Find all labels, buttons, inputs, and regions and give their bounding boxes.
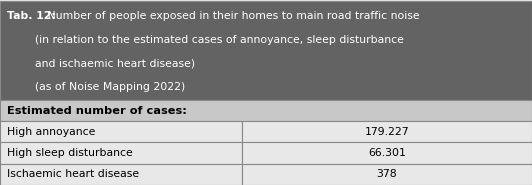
Bar — [0, 164, 242, 185]
Text: Ischaemic heart disease: Ischaemic heart disease — [7, 169, 139, 179]
Text: (in relation to the estimated cases of annoyance, sleep disturbance: (in relation to the estimated cases of a… — [7, 35, 404, 45]
Text: Tab. 12:: Tab. 12: — [7, 11, 56, 21]
Bar — [0, 121, 242, 142]
Bar — [242, 121, 532, 142]
Bar — [242, 164, 532, 185]
Text: Number of people exposed in their homes to main road traffic noise: Number of people exposed in their homes … — [44, 11, 420, 21]
Text: 66.301: 66.301 — [368, 148, 406, 158]
Text: Estimated number of cases:: Estimated number of cases: — [7, 105, 187, 116]
Text: (as of Noise Mapping 2022): (as of Noise Mapping 2022) — [7, 82, 185, 92]
Bar — [242, 142, 532, 164]
Text: 378: 378 — [377, 169, 397, 179]
Text: High sleep disturbance: High sleep disturbance — [7, 148, 132, 158]
Text: High annoyance: High annoyance — [7, 127, 95, 137]
Bar — [0, 142, 242, 164]
Text: 179.227: 179.227 — [365, 127, 409, 137]
Bar — [0, 1, 532, 100]
Bar — [0, 100, 532, 121]
Text: and ischaemic heart disease): and ischaemic heart disease) — [7, 58, 195, 68]
